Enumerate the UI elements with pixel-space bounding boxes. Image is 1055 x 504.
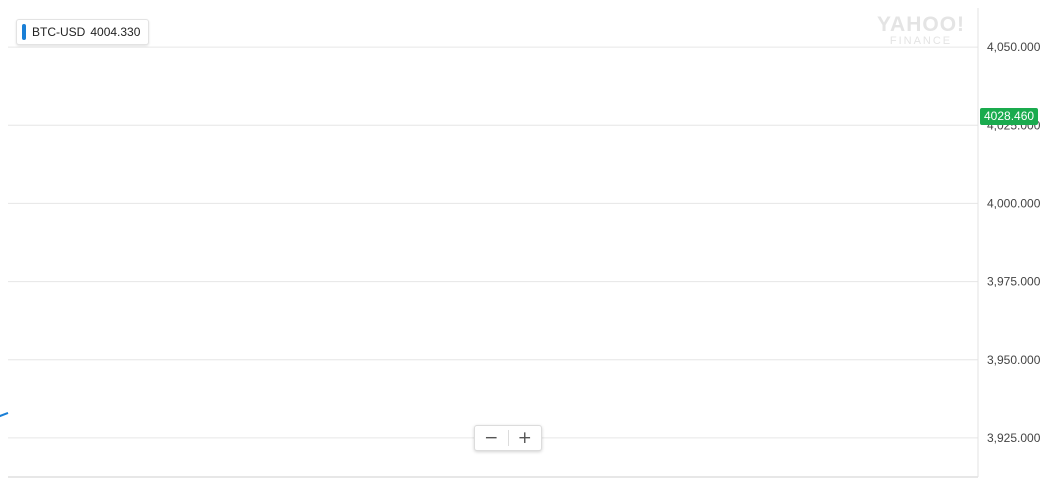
legend-swatch <box>22 24 26 40</box>
watermark-line1: YAHOO! <box>876 13 966 36</box>
gridline-group <box>8 46 978 439</box>
y-tick-label: 3,925.000 <box>987 431 1041 445</box>
zoom-divider <box>507 430 509 446</box>
zoom-out-button[interactable]: − <box>484 428 499 448</box>
legend-value: 4004.330 <box>90 25 141 39</box>
legend-symbol: BTC-USD <box>32 25 86 39</box>
y-tick-label: 4,050.000 <box>987 40 1041 54</box>
last-price-badge: 4028.460 <box>980 108 1039 125</box>
y-tick-label: 3,950.000 <box>987 353 1041 367</box>
price-line-btc-usd <box>0 411 9 418</box>
zoom-in-button[interactable]: + <box>517 428 532 448</box>
yahoo-finance-watermark: YAHOO! FINANCE <box>866 14 976 47</box>
y-tick-label: 3,975.000 <box>987 275 1041 289</box>
legend[interactable]: BTC-USD 4004.330 <box>16 19 150 45</box>
watermark-line2: FINANCE <box>889 35 953 47</box>
zoom-control: − + <box>474 425 542 451</box>
y-tick-label: 4,000.000 <box>987 196 1041 210</box>
y-axis: 3,925.0003,950.0003,975.0004,000.0004,02… <box>987 40 1041 445</box>
